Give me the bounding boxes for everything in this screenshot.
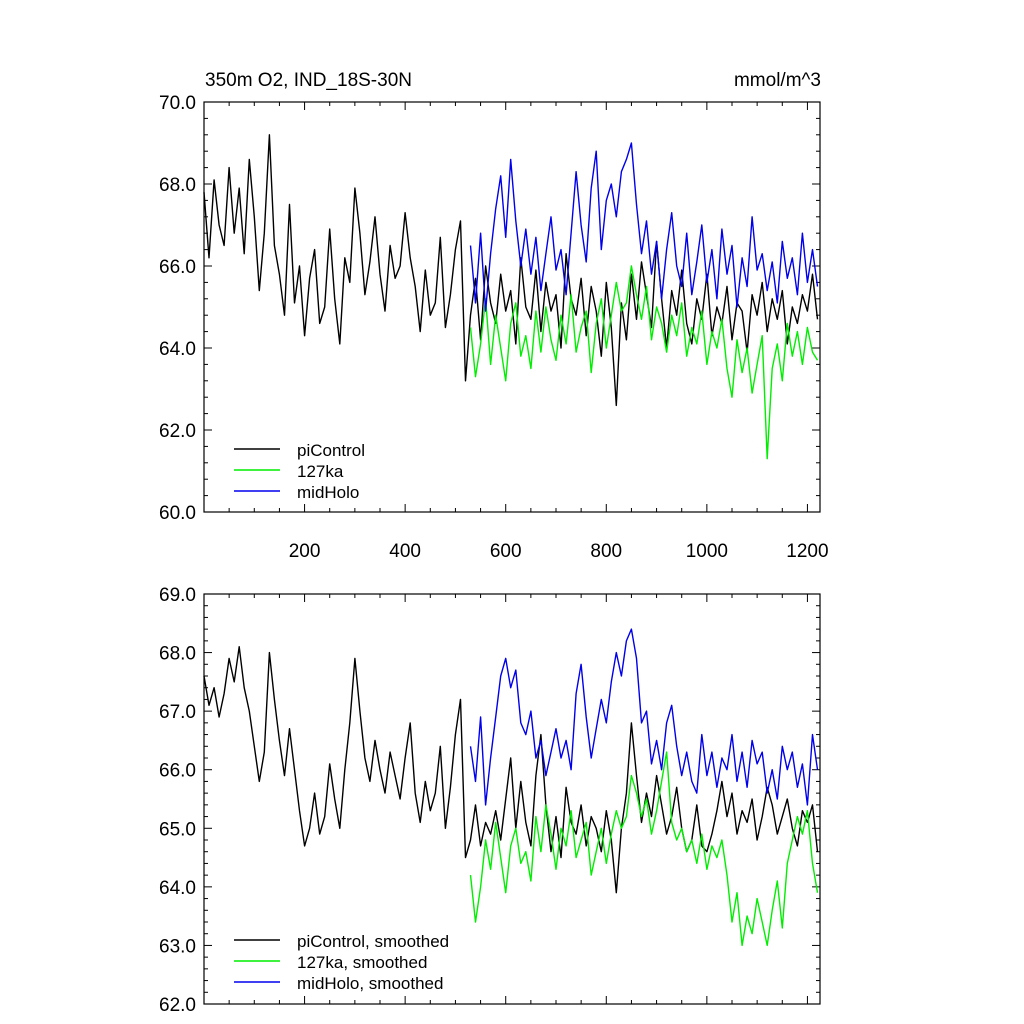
- x-tick-label: 200: [289, 541, 321, 562]
- x-tick-label: 1200: [786, 541, 828, 562]
- x-tick-label: 1000: [686, 541, 728, 562]
- y-tick-label: 62.0: [159, 421, 196, 442]
- x-tick-label: 600: [490, 541, 522, 562]
- y-tick-label: 66.0: [159, 257, 196, 278]
- y-tick-label: 65.0: [159, 819, 196, 840]
- y-tick-label: 67.0: [159, 702, 196, 723]
- bottom-legend: piControl, smoothed 127ka, smoothed midHol…: [234, 932, 449, 993]
- legend-label: 127ka, smoothed: [297, 953, 427, 972]
- legend-label: 127ka: [297, 462, 344, 481]
- bottom-plot-frame: [203, 593, 821, 1005]
- top-ticks: 200 400 600 800 1000 1200 60.0 62.0 64.0 66.0 68.0…: [159, 93, 829, 562]
- legend-label: midHolo, smoothed: [297, 974, 443, 993]
- y-tick-label: 62.0: [159, 995, 196, 1016]
- legend-label: piControl, smoothed: [297, 932, 449, 951]
- legend-label: piControl: [297, 441, 365, 460]
- y-tick-label: 60.0: [159, 503, 196, 524]
- bottom-series: [203, 628, 819, 947]
- top-series: [203, 134, 819, 460]
- legend-label: midHolo: [297, 483, 359, 502]
- bottom-panel: 62.0 63.0 64.0 65.0 66.0 67.0 68.0 69.0 piContr…: [159, 585, 821, 1016]
- bottom-ticks: 62.0 63.0 64.0 65.0 66.0 67.0 68.0 69.0: [159, 585, 820, 1016]
- series-line-picontrol: [203, 134, 819, 407]
- chart-title: 350m O2, IND_18S-30N: [205, 70, 412, 91]
- units-label: mmol/m^3: [734, 70, 821, 91]
- y-tick-label: 64.0: [159, 339, 196, 360]
- series-line-picontrol-smoothed: [203, 646, 819, 894]
- y-tick-label: 70.0: [159, 93, 196, 114]
- y-tick-label: 69.0: [159, 585, 196, 606]
- x-tick-label: 400: [389, 541, 421, 562]
- top-panel: 350m O2, IND_18S-30N mmol/m^3 200 400 600 8…: [159, 70, 829, 562]
- series-line-127ka-smoothed: [469, 751, 819, 947]
- y-tick-label: 66.0: [159, 761, 196, 782]
- y-tick-label: 68.0: [159, 644, 196, 665]
- x-tick-label: 800: [590, 541, 622, 562]
- y-tick-label: 63.0: [159, 936, 196, 957]
- y-tick-label: 68.0: [159, 175, 196, 196]
- series-line-127ka: [469, 265, 819, 460]
- top-plot-frame: [203, 101, 821, 513]
- series-line-midholo-smoothed: [469, 628, 819, 806]
- y-tick-label: 64.0: [159, 878, 196, 899]
- series-line-midholo: [469, 142, 819, 312]
- top-legend: piControl 127ka midHolo: [234, 441, 365, 502]
